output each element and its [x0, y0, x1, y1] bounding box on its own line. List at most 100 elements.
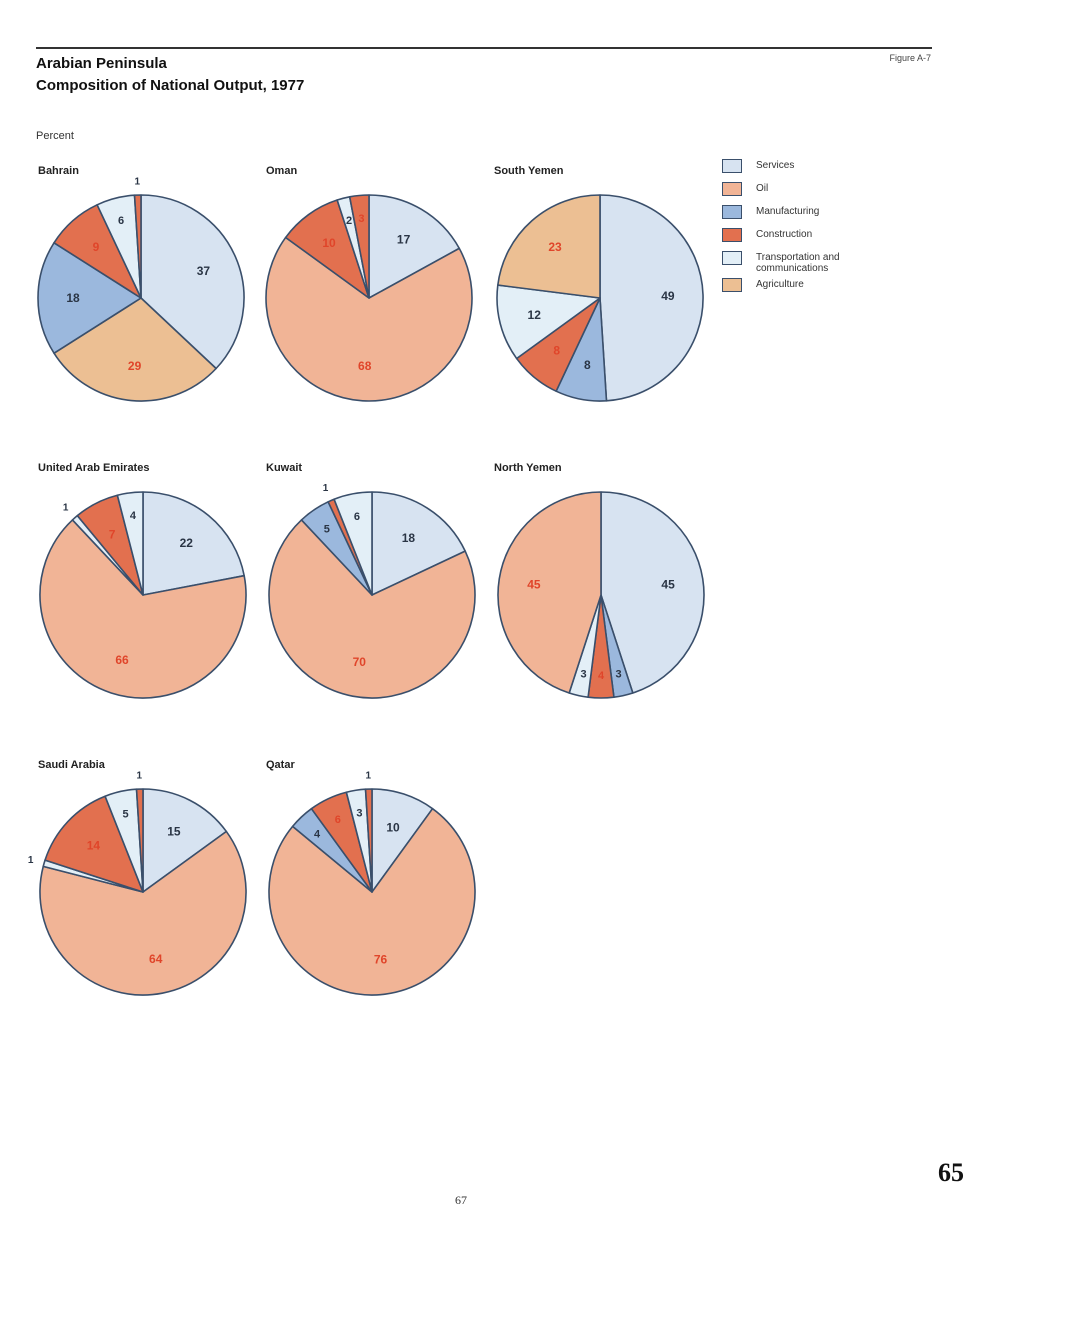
pie-south-yemen: South Yemen 49 8 8 12 23 — [494, 165, 704, 402]
pie-label: 1 — [63, 503, 69, 514]
legend-swatch-oil — [722, 182, 742, 196]
pie-label: 68 — [358, 359, 372, 373]
pie-qatar: Qatar 10 76 4 6 3 1 — [266, 759, 476, 996]
pie-label: 4 — [130, 510, 137, 522]
pie-oman: Oman 17 68 10 2 3 — [265, 165, 473, 402]
pie-label: 29 — [128, 359, 142, 373]
pie-slice-services — [600, 491, 705, 694]
pie-label: 1 — [366, 771, 372, 782]
pie-slice-agriculture — [53, 297, 217, 402]
pie-slice-oil — [39, 830, 247, 996]
pie-label: 2 — [346, 215, 352, 227]
pie-label: 3 — [356, 808, 362, 820]
pie-title: United Arab Emirates — [38, 462, 149, 474]
pie-slice-transportation-and-communications — [333, 491, 373, 596]
legend-swatch-transportation — [722, 251, 742, 265]
page-number: 67 — [455, 1193, 467, 1207]
pie-slice-oil — [39, 519, 247, 699]
pie-label: 8 — [553, 344, 560, 358]
pie-label: 14 — [87, 839, 101, 853]
pie-slice-services — [140, 194, 245, 370]
pie-title: Kuwait — [266, 462, 302, 474]
page-number-large: 65 — [938, 1158, 964, 1187]
pie-label: 6 — [335, 814, 341, 826]
legend-swatch-agriculture — [722, 278, 742, 292]
pie-title: North Yemen — [494, 462, 562, 474]
pie-slice-services — [142, 788, 228, 893]
pie-label: 66 — [115, 653, 129, 667]
pie-label: 15 — [167, 825, 181, 839]
figure-label: Figure A-7 — [889, 53, 931, 63]
pie-label: 76 — [374, 953, 388, 967]
pie-label: 3 — [580, 668, 586, 680]
pie-label: 45 — [661, 578, 675, 592]
pie-kuwait: Kuwait 18 70 5 1 6 — [266, 462, 476, 699]
unit-label: Percent — [36, 130, 74, 142]
pie-slice-construction — [133, 194, 142, 299]
pie-slice-oil — [268, 807, 476, 996]
pie-label: 10 — [322, 236, 336, 250]
pie-title: Oman — [266, 165, 297, 177]
pie-label: 18 — [66, 291, 80, 305]
legend-label-agriculture: Agriculture — [756, 279, 804, 290]
pie-label: 9 — [93, 240, 100, 254]
pie-label: 10 — [386, 821, 400, 835]
pie-slice-transportation-and-communications — [116, 491, 144, 596]
pie-slice-construction — [348, 194, 370, 299]
legend-swatch-services — [722, 159, 742, 173]
pie-label: 45 — [527, 578, 541, 592]
pie-label: 1 — [323, 483, 329, 494]
pie-slice-agriculture — [497, 194, 601, 299]
pie-title: South Yemen — [494, 165, 564, 177]
legend-swatch-construction — [722, 228, 742, 242]
pie-label: 23 — [548, 240, 562, 254]
pie-title: Bahrain — [38, 165, 79, 177]
legend-label-services: Services — [756, 160, 795, 171]
pie-label: 5 — [122, 808, 128, 820]
pie-slice-services — [368, 194, 461, 299]
header-rule — [36, 47, 932, 49]
pie-slice-construction — [135, 788, 144, 893]
pie-label: 70 — [353, 655, 367, 669]
pie-label: 49 — [661, 289, 675, 303]
pie-label: 1 — [137, 771, 143, 782]
pie-title: Saudi Arabia — [38, 759, 106, 771]
pie-slice-transportation-and-communications — [496, 284, 601, 360]
pie-label: 6 — [354, 511, 360, 523]
pie-label: 64 — [149, 952, 163, 966]
pie-slice-services — [142, 491, 245, 596]
pie-label: 6 — [118, 215, 124, 227]
legend-label-manufacturing: Manufacturing — [756, 206, 820, 217]
pie-label: 3 — [358, 213, 364, 225]
pie-saudi-arabia: Saudi Arabia 15 64 1 14 5 1 — [28, 759, 247, 996]
legend-label-construction: Construction — [756, 229, 813, 240]
pie-label: 7 — [109, 528, 116, 542]
pie-slice-manufacturing — [37, 242, 142, 354]
pie-label: 18 — [402, 531, 416, 545]
pie-slice-oil — [497, 491, 602, 694]
pie-slice-oil — [268, 519, 476, 699]
pie-slice-services — [599, 194, 704, 402]
pie-label: 12 — [528, 308, 542, 322]
pie-united-arab-emirates: United Arab Emirates 22 66 1 7 4 — [38, 462, 247, 699]
pie-label: 4 — [314, 828, 321, 840]
pie-label: 1 — [28, 855, 34, 866]
chart-subtitle: Composition of National Output, 1977 — [36, 77, 305, 94]
pie-north-yemen: North Yemen 45 343 45 — [494, 462, 705, 699]
pie-label: 37 — [197, 264, 211, 278]
pie-bahrain: Bahrain 37 29 18 9 6 1 — [37, 165, 245, 402]
pie-title: Qatar — [266, 759, 295, 771]
pie-label: 22 — [180, 536, 194, 550]
pie-label: 8 — [584, 358, 591, 372]
pie-label: 4 — [598, 670, 605, 682]
legend-label-transportation: Transportation and communications — [756, 252, 840, 274]
pie-slice-services — [371, 491, 466, 596]
pie-label: 17 — [397, 233, 411, 247]
pie-label: 5 — [324, 523, 330, 535]
pie-label: 3 — [615, 668, 621, 680]
pie-label: 1 — [135, 177, 141, 188]
pie-slice-construction — [364, 788, 373, 893]
pie-slice-oil — [265, 236, 473, 402]
legend-label-oil: Oil — [756, 183, 769, 194]
